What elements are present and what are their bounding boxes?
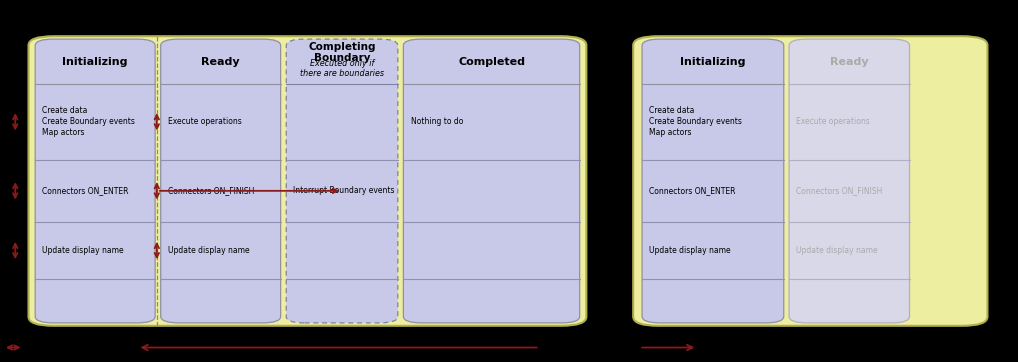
FancyBboxPatch shape: [789, 39, 909, 323]
Text: Ready: Ready: [202, 56, 240, 67]
Text: Connectors ON_FINISH: Connectors ON_FINISH: [796, 186, 883, 195]
Text: Create data
Create Boundary events
Map actors: Create data Create Boundary events Map a…: [43, 106, 135, 138]
Text: Connectors ON_ENTER: Connectors ON_ENTER: [43, 186, 129, 195]
Text: Initializing: Initializing: [62, 56, 128, 67]
Text: Executed only if
there are boundaries: Executed only if there are boundaries: [300, 59, 384, 79]
Text: Execute operations: Execute operations: [796, 117, 870, 126]
Text: Nothing to do: Nothing to do: [410, 117, 463, 126]
Text: Completing
Boundary: Completing Boundary: [308, 42, 376, 63]
Text: Execute operations: Execute operations: [168, 117, 241, 126]
Text: Initializing: Initializing: [680, 56, 745, 67]
FancyBboxPatch shape: [286, 39, 398, 323]
Text: Connectors ON_FINISH: Connectors ON_FINISH: [168, 186, 254, 195]
FancyBboxPatch shape: [161, 39, 281, 323]
FancyBboxPatch shape: [29, 36, 586, 326]
FancyBboxPatch shape: [403, 39, 579, 323]
Text: Interrupt Boundary events: Interrupt Boundary events: [293, 186, 395, 195]
Text: Update display name: Update display name: [43, 246, 124, 255]
FancyBboxPatch shape: [36, 39, 155, 323]
Text: Connectors ON_ENTER: Connectors ON_ENTER: [649, 186, 736, 195]
Text: Update display name: Update display name: [796, 246, 878, 255]
FancyBboxPatch shape: [642, 39, 784, 323]
Text: Update display name: Update display name: [168, 246, 249, 255]
Text: Create data
Create Boundary events
Map actors: Create data Create Boundary events Map a…: [649, 106, 742, 138]
Text: Ready: Ready: [830, 56, 868, 67]
FancyBboxPatch shape: [633, 36, 987, 326]
Text: Completed: Completed: [458, 56, 525, 67]
Text: Update display name: Update display name: [649, 246, 731, 255]
